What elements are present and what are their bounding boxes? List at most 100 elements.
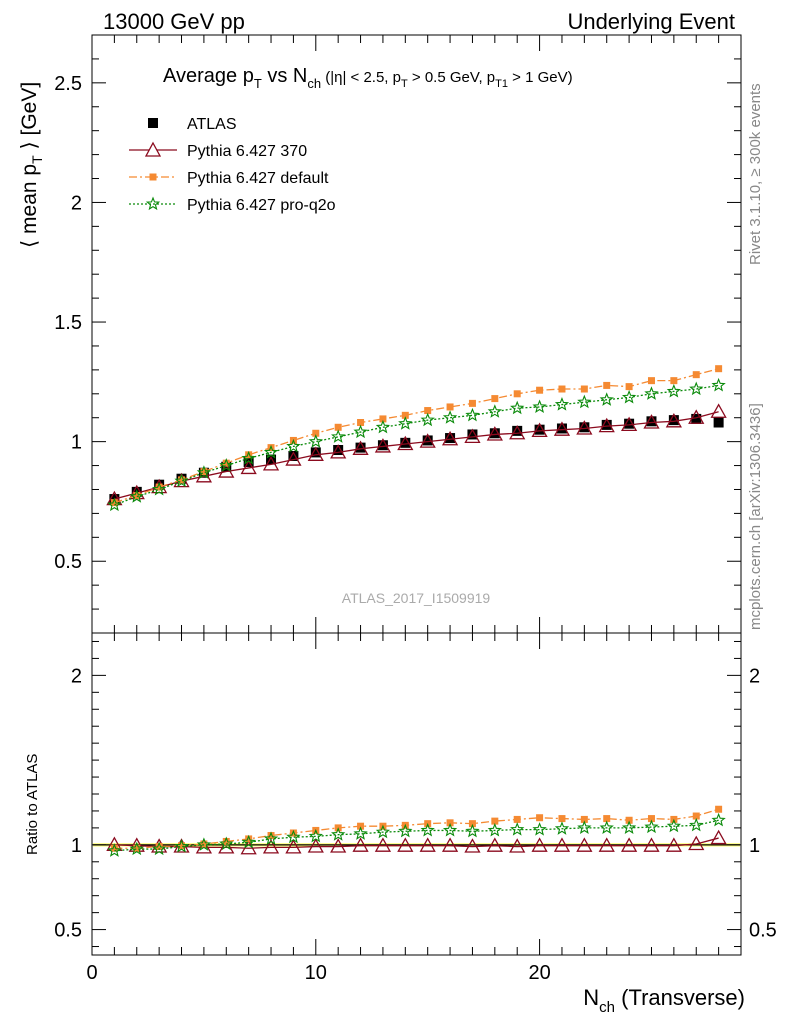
point-p370: [576, 837, 593, 852]
point-proq2o: [711, 377, 726, 392]
point-proq2o: [554, 821, 570, 835]
point-p370: [397, 435, 414, 451]
point-atlas: [445, 433, 456, 444]
point-proq2o: [398, 823, 413, 838]
point-proq2o: [151, 841, 167, 856]
point-default: [603, 381, 611, 389]
y-tick-label: 1.5: [54, 312, 82, 334]
point-default: [267, 832, 275, 840]
point-proq2o: [241, 450, 256, 465]
mcplots-text: mcplots.cern.ch [arXiv:1306.3436]: [747, 403, 764, 630]
point-default: [245, 451, 253, 459]
point-default: [536, 814, 544, 822]
point-proq2o: [375, 824, 391, 839]
point-p370: [441, 837, 459, 852]
point-proq2o: [510, 822, 525, 836]
point-atlas: [310, 447, 321, 458]
point-proq2o: [644, 386, 659, 400]
header-left: 13000 GeV pp: [103, 9, 245, 34]
point-default: [334, 423, 342, 431]
point-p370: [307, 838, 324, 853]
point-proq2o: [353, 826, 368, 840]
point-p370: [643, 414, 660, 429]
main-title: Average pT vs Nch (|η| < 2.5, pT > 0.5 G…: [163, 65, 573, 91]
point-p370: [464, 838, 481, 853]
point-default: [401, 411, 409, 419]
point-p370: [710, 403, 727, 418]
legend: ATLAS Pythia 6.427 370 Pythia 6.427 defa…: [129, 116, 336, 214]
point-default: [580, 385, 588, 393]
point-atlas: [221, 461, 232, 472]
legend-item-atlas: ATLAS: [148, 116, 237, 133]
point-p370: [688, 835, 705, 851]
point-p370: [374, 837, 392, 852]
point-proq2o: [532, 822, 547, 836]
point-proq2o: [599, 820, 614, 834]
series-line-p370: [114, 837, 719, 849]
point-p370: [374, 438, 392, 453]
y-tick-label: 1: [71, 835, 82, 857]
point-p370: [330, 838, 347, 853]
ratio-series-layer: [106, 805, 727, 857]
main-series-layer: [106, 365, 727, 512]
point-proq2o: [196, 465, 212, 479]
legend-marker-atlas: [148, 118, 158, 128]
point-atlas: [556, 423, 567, 434]
point-default: [446, 819, 454, 827]
legend-marker-p370: [144, 141, 162, 157]
point-p370: [710, 829, 727, 845]
point-proq2o: [219, 836, 234, 851]
point-default: [446, 403, 454, 411]
point-proq2o: [420, 822, 435, 837]
point-p370: [553, 837, 571, 852]
point-atlas: [579, 422, 590, 433]
point-default: [647, 815, 655, 823]
point-proq2o: [577, 820, 592, 834]
legend-marker-proq2o: [145, 196, 161, 211]
point-p370: [285, 451, 302, 466]
point-proq2o: [487, 822, 502, 837]
point-proq2o: [689, 381, 704, 396]
ratio-panel: 0.5 0.5 1 1 2 2 0 10 20 Ratio to ATLAS Nch (Tra…: [24, 632, 777, 1016]
point-p370: [486, 426, 503, 441]
point-proq2o: [241, 834, 256, 849]
point-p370: [598, 417, 615, 433]
point-proq2o: [442, 410, 458, 424]
point-proq2o: [331, 429, 346, 443]
point-p370: [285, 839, 302, 854]
point-p370: [598, 837, 615, 852]
point-proq2o: [621, 389, 637, 404]
point-default: [133, 491, 141, 499]
point-default: [536, 386, 544, 394]
point-proq2o: [286, 438, 301, 453]
point-default: [155, 843, 163, 851]
point-proq2o: [353, 424, 368, 439]
point-default: [357, 419, 365, 427]
point-atlas: [467, 429, 478, 440]
point-proq2o: [263, 444, 279, 459]
legend-item-p370: Pythia 6.427 370: [129, 141, 307, 160]
point-p370: [307, 446, 324, 461]
point-p370: [576, 420, 593, 435]
point-atlas: [288, 450, 299, 461]
header-right: Underlying Event: [567, 9, 735, 34]
legend-marker-default: [149, 173, 157, 181]
y-tick-label: 0.5: [54, 920, 82, 942]
x-axis-label: Nch (Transverse): [583, 985, 745, 1016]
y-tick-label: 2: [71, 665, 82, 687]
point-default: [692, 371, 700, 379]
y-tick-label: 0.5: [54, 551, 82, 573]
point-default: [603, 815, 611, 823]
point-default: [245, 835, 253, 843]
point-atlas: [355, 442, 366, 453]
series-default: [110, 365, 723, 507]
point-default: [513, 815, 521, 823]
main-y-tick-labels: 0.5 1 1.5 2 2.5: [54, 73, 82, 573]
point-proq2o: [666, 818, 682, 833]
main-panel: 0.5 1 1.5 2 2.5 Average pT vs Nch (|η| < 2.5…: [18, 34, 742, 634]
point-p370: [419, 433, 436, 448]
point-atlas: [624, 418, 635, 429]
point-default: [222, 459, 230, 467]
point-proq2o: [263, 831, 279, 845]
point-proq2o: [532, 399, 547, 414]
